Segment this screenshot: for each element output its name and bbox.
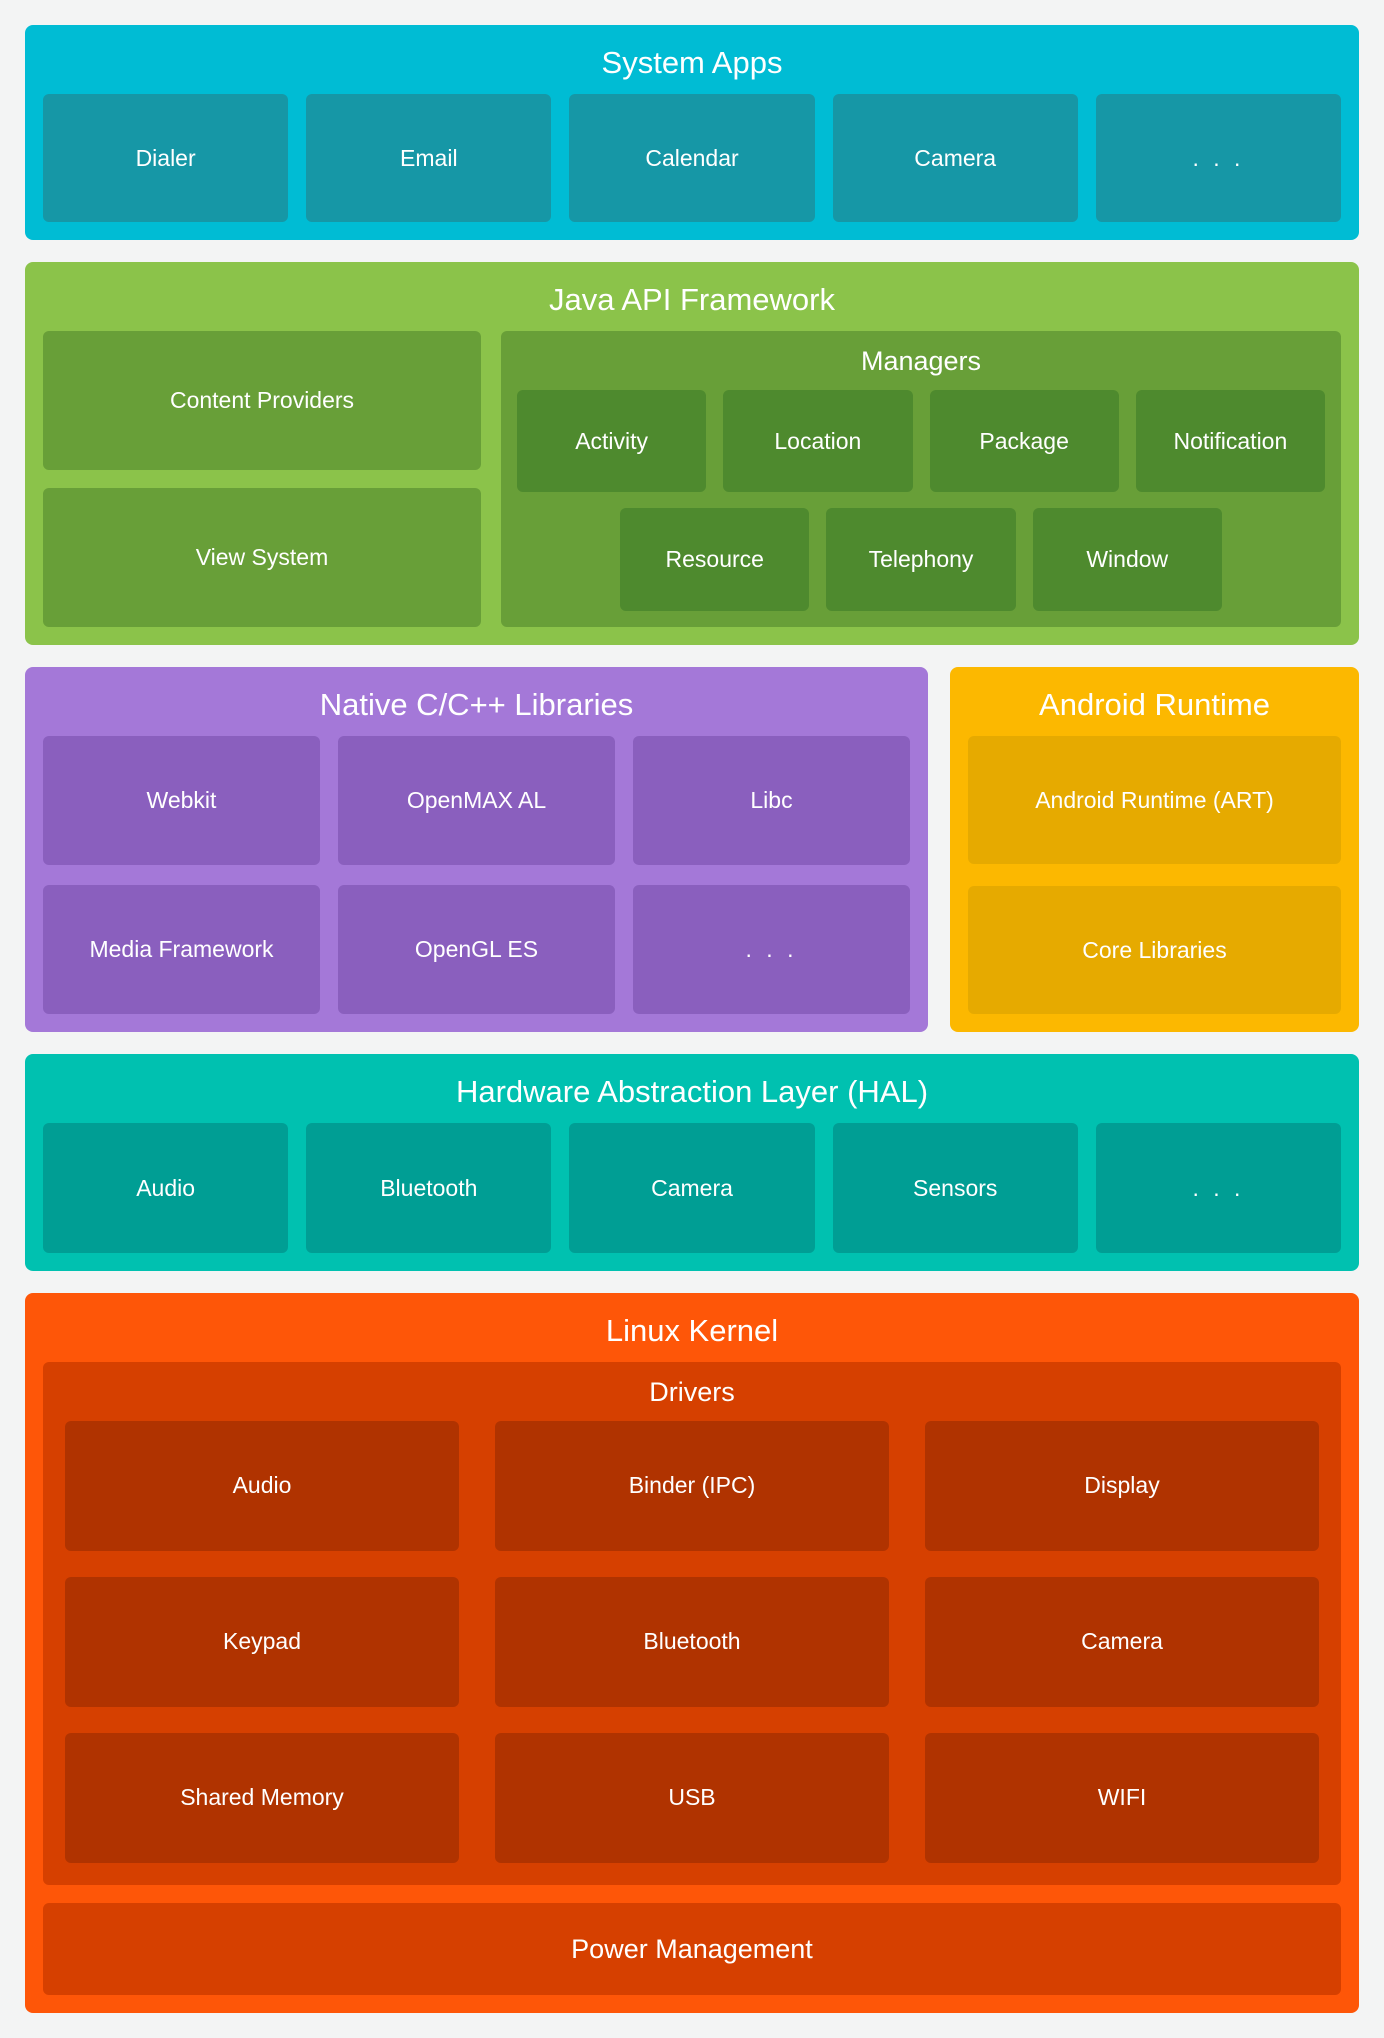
hal-title: Hardware Abstraction Layer (HAL) [455,1074,929,1109]
hal-box-audio: Audio [43,1123,289,1253]
native-box-media-framework: Media Framework [43,885,320,1014]
managers-title: Managers [860,346,982,377]
driver-box-keypad: Keypad [65,1576,459,1707]
android-runtime-section: Android Runtime Android Runtime (ART) Co… [950,667,1359,1032]
driver-box-wifi: WIFI [925,1732,1319,1863]
native-box-opengl-es: OpenGL ES [338,885,615,1014]
app-box-more: . . . [1095,94,1342,222]
native-box-more: . . . [633,885,910,1014]
hal-box-sensors: Sensors [832,1123,1078,1253]
driver-box-display: Display [925,1420,1319,1551]
app-box-camera: Camera [832,94,1078,222]
driver-box-bluetooth: Bluetooth [495,1576,889,1707]
driver-box-audio: Audio [65,1420,459,1551]
native-box-webkit: Webkit [43,736,320,866]
java-api-framework-title: Java API Framework [549,282,835,317]
drivers-grid: Audio Binder (IPC) Display Keypad Blueto… [65,1420,1319,1863]
native-libraries-title: Native C/C++ Libraries [319,687,634,722]
android-runtime-title: Android Runtime [1039,687,1270,722]
driver-box-camera: Camera [925,1576,1319,1707]
native-box-openmax-al: OpenMAX AL [338,736,615,866]
app-box-email: Email [306,94,552,222]
android-runtime-body: Android Runtime (ART) Core Libraries [950,736,1359,1032]
linux-kernel-title: Linux Kernel [605,1313,779,1348]
hal-box-more: . . . [1095,1123,1342,1253]
system-apps-section: System Apps Dialer Email Calendar Camera… [25,25,1359,240]
native-box-libc: Libc [633,736,910,866]
manager-box-notification: Notification [1135,389,1325,493]
java-api-framework-section: Java API Framework Content Providers Vie… [25,262,1359,645]
managers-container: Managers Activity Location Package Notif… [501,331,1341,627]
java-left-column: Content Providers View System [43,331,481,627]
hal-box-camera: Camera [569,1123,815,1253]
java-api-body: Content Providers View System Managers A… [25,331,1359,645]
app-box-dialer: Dialer [43,94,289,222]
hal-box-row: Audio Bluetooth Camera Sensors . . . [25,1123,1359,1271]
java-box-content-providers: Content Providers [43,331,481,471]
native-and-runtime-row: Native C/C++ Libraries Webkit OpenMAX AL… [25,667,1359,1032]
hal-box-bluetooth: Bluetooth [306,1123,552,1253]
driver-box-binder-ipc: Binder (IPC) [495,1420,889,1551]
system-apps-box-row: Dialer Email Calendar Camera . . . [25,94,1359,240]
managers-row-1: Activity Location Package Notification [517,389,1325,493]
manager-box-location: Location [723,389,913,493]
hal-section: Hardware Abstraction Layer (HAL) Audio B… [25,1054,1359,1271]
drivers-container: Drivers Audio Binder (IPC) Display Keypa… [43,1362,1341,1885]
driver-box-shared-memory: Shared Memory [65,1732,459,1863]
drivers-title: Drivers [649,1377,735,1408]
system-apps-title: System Apps [601,45,783,80]
linux-kernel-section: Linux Kernel Drivers Audio Binder (IPC) … [25,1293,1359,2013]
manager-box-resource: Resource [620,508,810,611]
java-box-view-system: View System [43,488,481,627]
native-libraries-grid: Webkit OpenMAX AL Libc Media Framework O… [25,736,928,1032]
runtime-box-core-libraries: Core Libraries [968,886,1341,1014]
power-management-box: Power Management [43,1903,1341,1995]
native-libraries-section: Native C/C++ Libraries Webkit OpenMAX AL… [25,667,928,1032]
runtime-box-art: Android Runtime (ART) [968,736,1341,865]
manager-box-activity: Activity [517,389,707,493]
manager-box-package: Package [929,389,1119,493]
manager-box-window: Window [1032,508,1222,611]
manager-box-telephony: Telephony [826,508,1016,611]
driver-box-usb: USB [495,1732,889,1863]
app-box-calendar: Calendar [569,94,815,222]
managers-row-2: Resource Telephony Window [517,508,1325,611]
